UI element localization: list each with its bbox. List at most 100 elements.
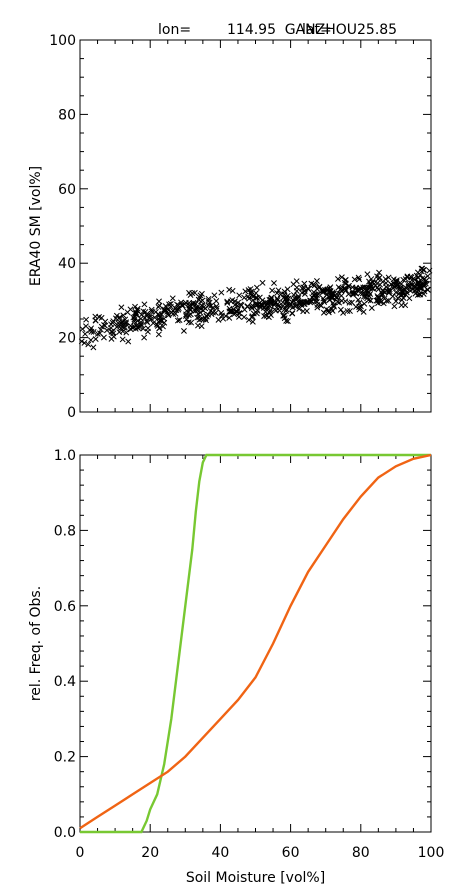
scatter-point — [327, 288, 334, 294]
scatter-point — [353, 303, 359, 310]
scatter-point — [195, 296, 202, 303]
scatter-point — [284, 301, 291, 308]
scatter-point — [267, 303, 274, 310]
scatter-point — [321, 288, 328, 295]
scatter-point — [412, 287, 419, 294]
scatter-point — [380, 300, 387, 307]
x-tick-label: 20 — [141, 845, 159, 861]
scatter-point — [207, 308, 214, 314]
scatter-point — [290, 292, 297, 298]
scatter-point — [144, 310, 151, 317]
scatter-point — [375, 276, 382, 282]
scatter-point — [353, 290, 360, 297]
scatter-point — [116, 329, 123, 335]
scatter-point — [275, 287, 282, 294]
scatter-point — [369, 279, 376, 286]
scatter-point — [261, 313, 268, 320]
scatter-point — [394, 295, 401, 302]
scatter-point — [92, 313, 99, 320]
scatter-point — [94, 330, 101, 337]
scatter-point — [271, 280, 277, 287]
scatter-point — [186, 299, 193, 306]
scatter-point — [296, 305, 303, 312]
scatter-point — [148, 306, 155, 313]
scatter-point — [426, 267, 433, 274]
y-axis-label: rel. Freq. of Obs. — [28, 586, 44, 701]
scatter-point — [281, 315, 288, 322]
scatter-point — [187, 311, 194, 318]
scatter-point — [200, 304, 207, 311]
scatter-point — [379, 290, 386, 297]
scatter-point — [331, 303, 337, 310]
scatter-point — [167, 300, 174, 307]
scatter-point — [158, 317, 164, 324]
x-tick-label: 80 — [352, 845, 370, 861]
scatter-point — [209, 304, 216, 311]
scatter-point — [275, 302, 282, 309]
scatter-point — [253, 310, 260, 317]
scatter-point — [187, 292, 194, 299]
scatter-point — [213, 298, 220, 304]
scatter-point — [188, 319, 195, 326]
scatter-point — [335, 284, 342, 291]
scatter-point — [83, 323, 89, 330]
y-tick-label: 80 — [58, 107, 76, 123]
scatter-point — [211, 292, 218, 299]
scatter-point — [120, 324, 127, 331]
scatter-point — [90, 328, 97, 335]
scatter-point — [320, 309, 327, 316]
scatter-point — [147, 312, 153, 319]
scatter-point — [320, 295, 327, 302]
scatter-point — [293, 302, 300, 309]
scatter-point — [386, 286, 393, 293]
scatter-point — [155, 331, 162, 338]
scatter-point — [215, 316, 222, 323]
scatter-point — [391, 303, 398, 310]
scatter-point — [308, 297, 314, 304]
scatter-point — [321, 297, 327, 304]
scatter-point — [143, 318, 150, 325]
y-tick-label: 0.0 — [54, 825, 76, 841]
scatter-point — [205, 311, 212, 318]
scatter-point — [85, 341, 92, 348]
scatter-point — [318, 302, 325, 309]
scatter-point — [195, 322, 201, 329]
scatter-point — [324, 286, 331, 293]
scatter-point — [340, 285, 347, 292]
scatter-point — [150, 320, 157, 327]
scatter-point — [385, 274, 392, 281]
scatter-point — [351, 276, 358, 283]
scatter-point — [205, 295, 212, 302]
scatter-point — [120, 312, 127, 319]
scatter-point — [247, 286, 254, 292]
scatter-point — [347, 308, 353, 314]
scatter-point — [241, 294, 248, 301]
y-tick-label: 100 — [49, 33, 76, 49]
scatter-point — [249, 318, 256, 325]
scatter-point — [346, 299, 353, 306]
scatter-point — [407, 273, 414, 280]
scatter-point — [176, 317, 183, 324]
scatter-point — [316, 284, 323, 291]
scatter-point — [305, 286, 312, 293]
scatter-point — [183, 316, 190, 323]
x-tick-label: 40 — [211, 845, 229, 861]
scatter-point — [229, 287, 236, 294]
scatter-point — [169, 295, 176, 302]
scatter-point — [100, 334, 107, 341]
scatter-point — [141, 301, 148, 308]
y-tick-label: 0.8 — [54, 523, 76, 539]
scatter-point — [174, 317, 181, 324]
scatter-point — [345, 291, 352, 298]
scatter-point — [356, 276, 363, 283]
scatter-point — [279, 299, 286, 306]
y-tick-label: 20 — [58, 331, 76, 347]
cdf-plot: 0.0 0.2 0.4 0.6 0.8 1.0 0 20 40 60 80 100 Soil Moist… — [28, 448, 444, 886]
scatter-point — [83, 316, 90, 323]
scatter-point — [424, 273, 431, 280]
scatter-point — [268, 294, 275, 301]
scatter-point — [342, 298, 349, 305]
scatter-point — [266, 309, 273, 316]
scatter-point — [226, 286, 233, 293]
